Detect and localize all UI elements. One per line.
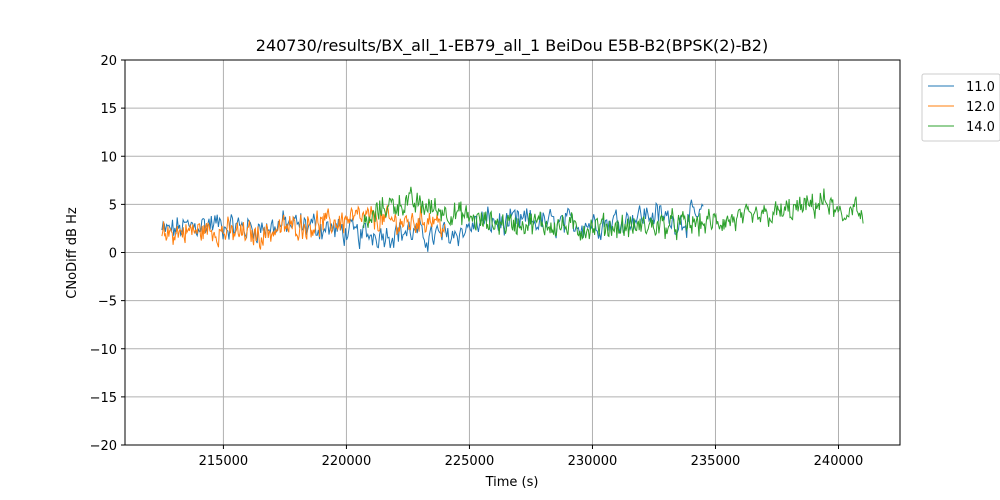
x-tick-label: 225000 xyxy=(445,454,495,469)
chart-title: 240730/results/BX_all_1-EB79_all_1 BeiDo… xyxy=(256,36,768,56)
x-tick-label: 230000 xyxy=(568,454,618,469)
legend-frame xyxy=(921,73,1000,142)
plot-area xyxy=(161,186,864,252)
series-line-11.0 xyxy=(161,199,704,252)
x-tick-label: 240000 xyxy=(814,454,864,469)
y-axis: −20 −15 −10 −5 0 5 10 15 20 xyxy=(90,54,125,454)
legend-label: 11.0 xyxy=(966,80,995,95)
y-tick-label: −5 xyxy=(98,295,117,310)
x-tick-label: 220000 xyxy=(322,454,372,469)
y-tick-label: −10 xyxy=(90,343,117,358)
series-line-14.0 xyxy=(363,186,864,241)
y-axis-label: CNoDiff dB Hz xyxy=(65,207,80,299)
legend: 11.0 12.0 14.0 xyxy=(921,73,1000,142)
y-tick-label: −20 xyxy=(90,439,117,454)
legend-label: 12.0 xyxy=(966,100,995,115)
grid xyxy=(125,59,900,446)
series-line-12.0 xyxy=(161,205,446,250)
x-tick-label: 215000 xyxy=(199,454,249,469)
y-tick-label: 20 xyxy=(100,54,117,69)
y-tick-label: 10 xyxy=(100,150,117,165)
y-tick-label: 0 xyxy=(109,247,117,262)
series-layer xyxy=(161,186,864,252)
y-tick-label: −15 xyxy=(90,391,117,406)
x-tick-label: 235000 xyxy=(691,454,741,469)
x-axis-label: Time (s) xyxy=(485,475,539,490)
x-axis: 215000 220000 225000 230000 235000 240000 xyxy=(199,445,864,469)
y-tick-label: 15 xyxy=(100,102,117,117)
legend-label: 14.0 xyxy=(966,120,995,135)
y-tick-label: 5 xyxy=(109,198,117,213)
